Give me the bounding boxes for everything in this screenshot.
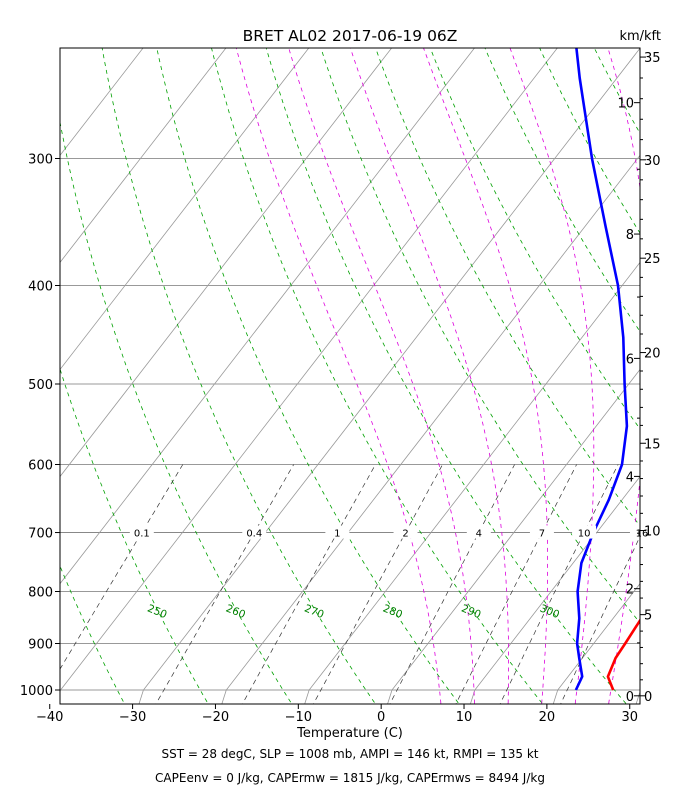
moist-adiabat-line [674,0,700,712]
x-tick-label: −20 [202,710,229,725]
dry-adiabat-line [0,0,47,716]
x-tick-label: −10 [285,710,312,725]
dry-adiabat-label: 260 [224,603,247,622]
plot-frame [60,48,640,704]
x-tick-label: 10 [456,710,473,725]
mixing-ratio-label: 4 [476,529,482,540]
in-plot-labels: 0.10.41247101625026027028029030081216202… [130,0,654,621]
pressure-tick-label: 600 [28,458,53,473]
kft-tick-label: 35 [644,51,661,66]
dry-adiabat-line [289,0,700,716]
x-axis-label: Temperature (C) [296,726,403,741]
dry-adiabat-label: 250 [146,603,169,622]
kft-tick-label: 25 [644,252,661,267]
mixing-ratio-line [32,465,183,716]
mixing-ratio-label: 0.4 [246,529,262,540]
km-tick-label: 2 [626,583,634,598]
dry-adiabat-line [503,0,700,716]
mixing-ratio-line [307,465,442,716]
pressure-tick-label: 900 [28,637,53,652]
dry-adiabat-line [160,0,552,716]
mixing-ratio-label: 7 [539,529,545,540]
dry-adiabat-line [460,0,700,716]
diagram-grid [0,0,700,724]
mixing-ratio-line [494,465,618,716]
isotherm-line [61,20,579,690]
x-tick-label: 20 [539,710,556,725]
mixing-ratio-line [149,465,294,716]
km-tick-label: 8 [626,228,634,243]
dry-adiabat-line [203,0,637,716]
footnote-line-1: SST = 28 degC, SLP = 1008 mb, AMPI = 146… [161,747,538,761]
height-axis-label: km/kft [619,29,661,44]
kft-tick-label: 30 [644,154,661,169]
pressure-tick-label: 1000 [20,684,53,699]
km-tick-label: 10 [617,97,634,112]
km-tick-label: 0 [626,690,634,705]
moist-adiabat-line [329,0,547,712]
dry-adiabat-label: 270 [303,603,326,622]
mixing-ratio-line [236,465,376,716]
kft-tick-label: 5 [644,609,652,624]
kft-tick-label: 0 [644,690,652,705]
dry-adiabat-label: 280 [381,603,404,622]
chart-title: BRET AL02 2017-06-19 06Z [243,27,458,45]
kft-tick-label: 20 [644,347,661,362]
x-tick-label: −40 [36,710,63,725]
dry-adiabat-label: 290 [460,603,483,622]
mixing-ratio-label: 10 [578,529,591,540]
mixing-ratio-line [555,465,675,716]
pressure-tick-label: 500 [28,378,53,393]
moist-adiabat-line [222,0,475,712]
kft-tick-label: 10 [644,525,661,540]
pressure-tick-label: 700 [28,527,53,542]
dry-adiabat-line [0,0,215,716]
mixing-ratio-label: 1 [334,529,340,540]
mixing-ratio-label: 2 [402,529,408,540]
dry-adiabat-line [117,0,468,716]
mixing-ratio-line [384,465,515,716]
x-tick-label: 30 [621,710,638,725]
footnote-line-2: CAPEenv = 0 J/kg, CAPErmw = 1815 J/kg, C… [155,771,545,785]
x-tick-label: 0 [377,710,385,725]
pressure-tick-label: 400 [28,279,53,294]
isotherm-line [0,20,496,690]
dry-adiabat-line [0,0,131,716]
km-tick-label: 4 [626,470,634,485]
pressure-tick-label: 300 [28,152,53,167]
kft-tick-label: 15 [644,437,661,452]
isotherm-line [0,20,413,690]
dry-adiabat-line [675,0,700,716]
axes: 1002003004005006007008009001000−40−30−20… [20,0,661,725]
dewpoint-profile-line [546,0,627,690]
km-tick-label: 6 [626,352,634,367]
x-tick-label: −30 [119,710,146,725]
isotherm-line [0,20,165,690]
mixing-ratio-label: 0.1 [134,529,150,540]
isotherm-line [309,20,700,690]
pressure-tick-label: 800 [28,585,53,600]
dry-adiabat-line [632,0,700,716]
